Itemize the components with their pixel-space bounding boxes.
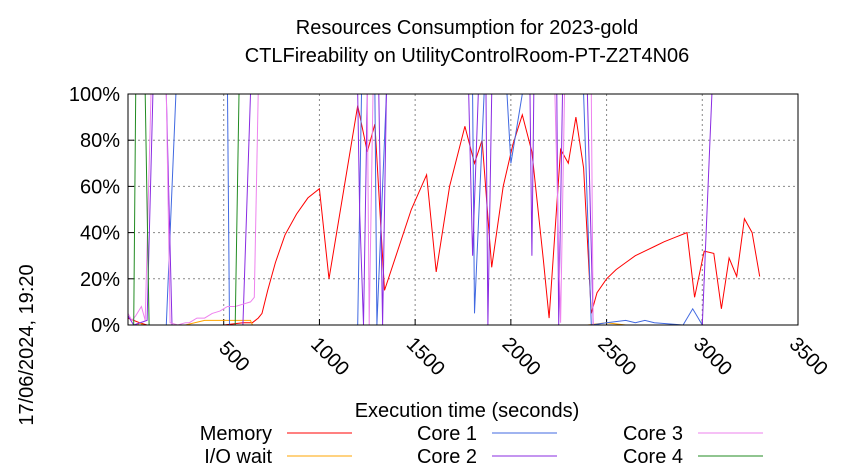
chart-title: Resources Consumption for 2023-gold <box>296 17 638 39</box>
y-tick-label: 0% <box>91 315 120 337</box>
y-tick-label: 40% <box>80 223 120 245</box>
series-line-i-o-wait <box>128 319 760 326</box>
x-tick-label: 1500 <box>402 333 449 380</box>
x-tick-label: 500 <box>214 337 253 376</box>
x-tick-label: 2000 <box>498 333 545 380</box>
plot-frame <box>127 93 799 326</box>
series-line-core-3 <box>127 93 760 326</box>
x-axis-ticks: 500 1000 1500 2000 2500 3000 3500 <box>214 319 832 380</box>
legend-label: Core 1 <box>417 423 477 445</box>
y-tick-label: 20% <box>80 269 120 291</box>
series-line-memory <box>127 105 761 326</box>
chart-subtitle: CTLFireability on UtilityControlRoom-PT-… <box>245 45 690 67</box>
series-lines <box>127 93 761 326</box>
y-tick-label: 80% <box>80 130 120 152</box>
x-tick-label: 3000 <box>689 333 736 380</box>
y-tick-label: 100% <box>69 84 120 106</box>
y-axis-ticks: 0% 20% 40% 60% 80% 100% <box>69 84 134 337</box>
series-line-core-2 <box>127 93 760 326</box>
y-tick-label: 60% <box>80 176 120 198</box>
side-timestamp-label: 17/06/2024, 19:20 <box>16 264 38 425</box>
x-axis-label: Execution time (seconds) <box>355 400 580 422</box>
legend-label: Core 4 <box>623 446 683 468</box>
x-tick-label: 2500 <box>593 333 640 380</box>
series-line-core-4 <box>128 93 760 326</box>
legend-label: Core 3 <box>623 423 683 445</box>
legend: Memory Core 1 Core 3 I/O wait Core 2 Core 4 <box>200 423 763 468</box>
legend-label: Memory <box>200 423 272 445</box>
x-tick-label: 3500 <box>785 333 832 380</box>
legend-label: Core 2 <box>417 446 477 468</box>
grid <box>128 94 798 325</box>
legend-label: I/O wait <box>204 446 272 468</box>
x-tick-label: 1000 <box>306 333 353 380</box>
series-line-core-1 <box>128 93 760 326</box>
